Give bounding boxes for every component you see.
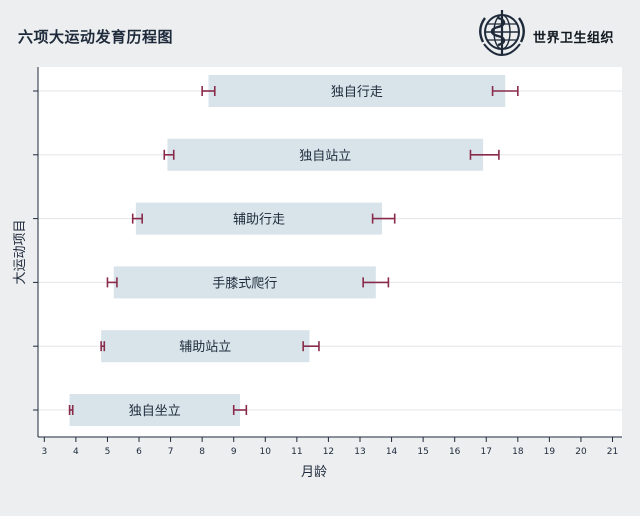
x-axis-label: 月龄 (301, 465, 327, 480)
x-tick-label: 21 (607, 447, 618, 457)
bar-label: 辅助站立 (179, 340, 231, 355)
axes (33, 67, 622, 438)
x-tick-label: 8 (199, 447, 205, 457)
bar (69, 394, 241, 426)
plot-area (38, 67, 622, 437)
x-tick-label: 15 (417, 447, 428, 457)
x-tick-label: 20 (575, 447, 587, 457)
x-tick-label: 11 (291, 447, 302, 457)
bar (113, 266, 376, 299)
bars (69, 75, 506, 426)
bar (135, 202, 383, 235)
y-axis-label: 大运动项目 (13, 219, 28, 284)
bar-label: 独自坐立 (129, 404, 181, 419)
who-emblem-icon (479, 10, 525, 57)
bar (101, 330, 310, 363)
x-tick-label: 6 (136, 447, 142, 457)
bar-label: 辅助行走 (233, 213, 285, 228)
x-tick-label: 16 (449, 447, 461, 457)
x-tick-label: 10 (260, 447, 272, 457)
bar (167, 138, 484, 171)
x-tick-label: 7 (168, 447, 174, 457)
bar-label: 手膝式爬行 (212, 276, 277, 291)
x-ticks: 3 4 5 6 7 8 9 10 11 12 13 14 15 16 17 18 19 20 21 (41, 437, 618, 457)
x-tick-label: 9 (231, 447, 237, 457)
bar-label: 独自站立 (299, 149, 351, 164)
bar-label: 独自行走 (331, 85, 383, 100)
x-tick-label: 3 (41, 447, 47, 457)
chart-title: 六项大运动发育历程图 (18, 28, 174, 46)
x-tick-label: 19 (544, 447, 556, 457)
x-tick-label: 5 (105, 447, 111, 457)
whiskers (68, 86, 519, 415)
x-tick-label: 13 (354, 447, 365, 457)
x-tick-label: 18 (512, 447, 524, 457)
x-tick-label: 12 (323, 447, 334, 457)
x-tick-label: 14 (386, 447, 398, 457)
x-tick-label: 4 (73, 447, 79, 457)
organization-name: 世界卫生组织 (533, 31, 615, 46)
bar (208, 75, 506, 107)
x-tick-label: 17 (481, 447, 492, 457)
